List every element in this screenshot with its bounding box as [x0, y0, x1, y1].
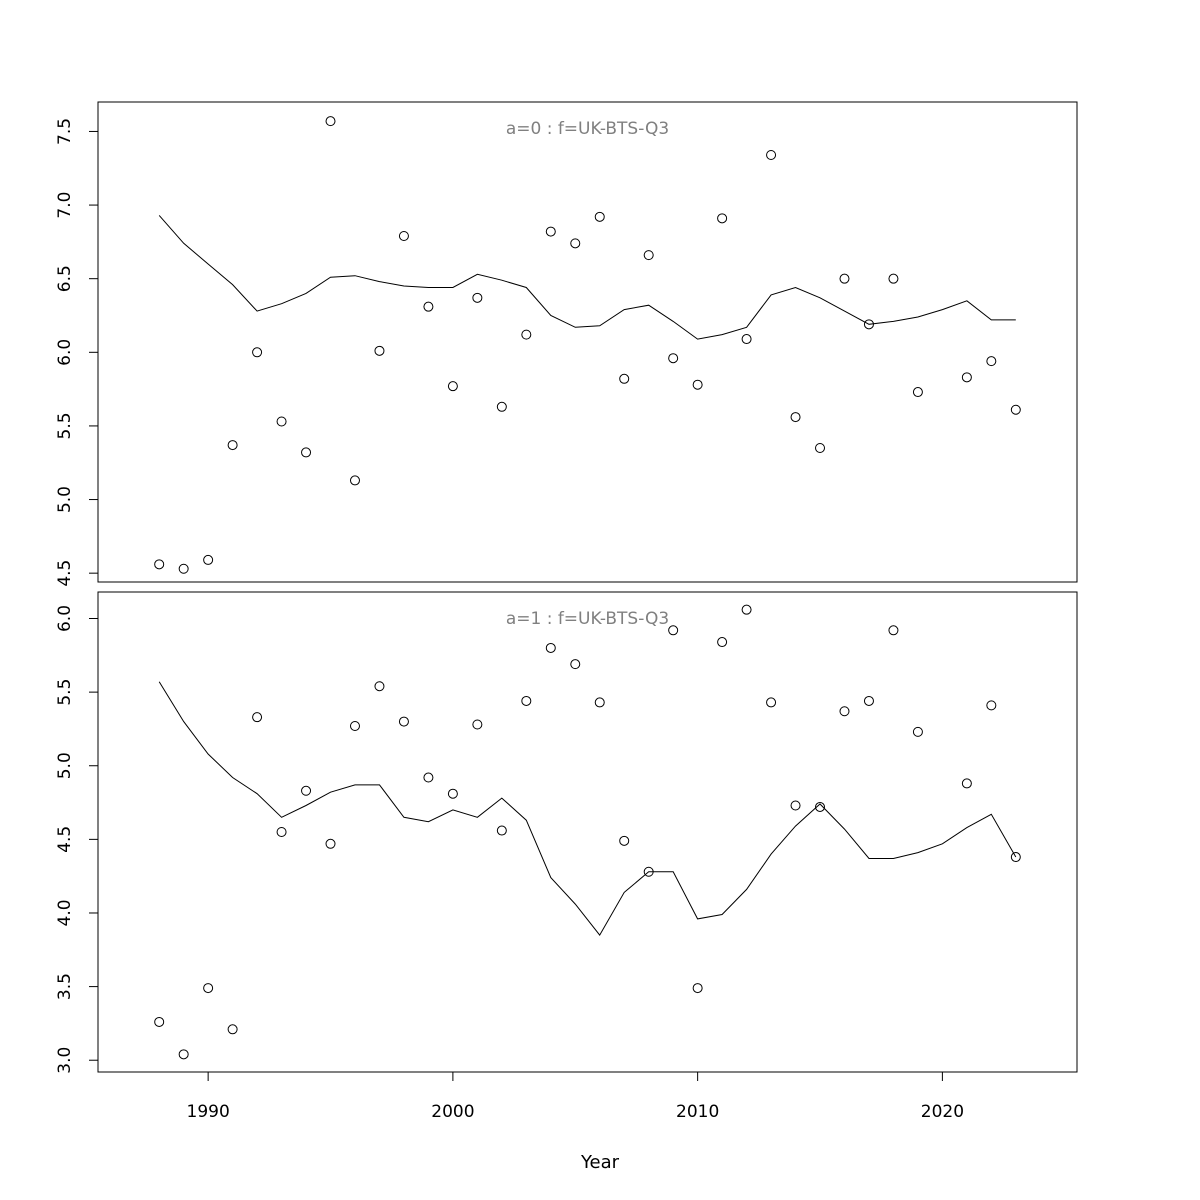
observed-point	[692, 983, 703, 994]
y-tick-label: 4.5	[55, 826, 75, 853]
x-axis-title: Year	[580, 1152, 620, 1173]
fitted-line	[158, 681, 1017, 936]
observed-point	[986, 356, 997, 367]
panel-frame	[97, 101, 1078, 583]
observed-point	[203, 554, 214, 565]
observed-point	[349, 720, 360, 731]
y-tick-label: 5.5	[55, 679, 75, 706]
observed-point	[570, 238, 581, 249]
observed-point	[398, 230, 409, 241]
observed-point	[545, 226, 556, 237]
observed-point	[203, 983, 214, 994]
observed-point	[717, 213, 728, 224]
observed-point	[741, 604, 752, 615]
observed-point	[325, 116, 336, 127]
observed-point	[227, 1024, 238, 1035]
observed-point	[961, 778, 972, 789]
y-tick-label: 6.5	[55, 265, 75, 292]
observed-point	[619, 373, 630, 384]
observed-point	[447, 381, 458, 392]
observed-point	[154, 559, 165, 570]
observed-point	[863, 695, 874, 706]
panel-1: a=1 : f=UK-BTS-Q3 3.0 3.5 4.0 4.5 5.0 5.5 6.0	[55, 591, 1078, 1074]
observed-point	[374, 681, 385, 692]
observed-point	[668, 625, 679, 636]
x-axis: 1990 2000 2010 2020	[187, 1071, 964, 1122]
observed-point	[986, 700, 997, 711]
observed-point	[349, 475, 360, 486]
observed-point	[301, 447, 312, 458]
y-tick-label: 7.0	[55, 192, 75, 219]
panel-title: a=0 : f=UK-BTS-Q3	[506, 119, 669, 139]
observed-point	[692, 379, 703, 390]
observed-point	[912, 387, 923, 398]
panel-frame	[97, 591, 1078, 1073]
observed-point	[961, 372, 972, 383]
chart-panels: a=0 : f=UK-BTS-Q34.55.05.56.06.57.07.5a=…	[55, 101, 1078, 1074]
panel-0: a=0 : f=UK-BTS-Q3 4.5 5.0 5.5 6.0 6.5 7.0 7.5	[55, 101, 1078, 587]
observed-point	[570, 659, 581, 670]
observed-point	[1010, 404, 1021, 415]
y-tick-label: 3.0	[55, 1047, 75, 1074]
observed-point	[888, 273, 899, 284]
observed-point	[301, 785, 312, 796]
observed-point	[888, 625, 899, 636]
observed-point	[154, 1016, 165, 1027]
x-tick-label: 2020	[921, 1102, 964, 1122]
x-tick-label: 1990	[187, 1102, 230, 1122]
y-tick-label: 4.5	[55, 560, 75, 587]
x-tick-label: 2000	[431, 1102, 474, 1122]
y-tick-label: 5.5	[55, 412, 75, 439]
observed-point	[447, 788, 458, 799]
observed-point	[766, 697, 777, 708]
observed-point	[423, 301, 434, 312]
fitted-line	[158, 215, 1016, 340]
observed-point	[545, 642, 556, 653]
observed-point	[912, 726, 923, 737]
observed-point	[496, 401, 507, 412]
y-tick-label: 6.0	[55, 339, 75, 366]
observed-point	[839, 273, 850, 284]
observed-point	[521, 695, 532, 706]
observed-point	[790, 800, 801, 811]
observed-point	[252, 712, 263, 723]
y-tick-label: 5.0	[55, 486, 75, 513]
observed-point	[594, 697, 605, 708]
observed-point	[643, 250, 654, 261]
observed-point	[423, 772, 434, 783]
observed-point	[398, 716, 409, 727]
observed-point	[178, 1049, 189, 1060]
observed-point	[276, 827, 287, 837]
observed-point	[472, 292, 483, 303]
observed-point	[717, 637, 728, 648]
observed-point	[521, 329, 532, 340]
observed-point	[227, 440, 238, 451]
observed-point	[741, 334, 752, 345]
observed-point	[374, 345, 385, 356]
observed-point	[815, 443, 826, 454]
observed-point	[766, 150, 777, 161]
observed-point	[252, 347, 263, 358]
x-tick-label: 2010	[676, 1102, 719, 1122]
panel-title: a=1 : f=UK-BTS-Q3	[506, 609, 669, 629]
y-tick-label: 5.0	[55, 752, 75, 779]
y-tick-label: 7.5	[55, 118, 75, 145]
observed-point	[325, 838, 336, 849]
observed-point	[276, 416, 287, 427]
observed-point	[496, 825, 507, 836]
observed-point	[472, 719, 483, 730]
observed-point	[815, 801, 826, 812]
y-tick-label: 3.5	[55, 973, 75, 1000]
observed-point	[839, 706, 850, 717]
observed-point	[863, 319, 874, 330]
observed-point	[178, 563, 189, 574]
y-tick-label: 6.0	[55, 605, 75, 632]
observed-point	[668, 353, 679, 364]
observed-point	[619, 835, 630, 846]
observed-point	[594, 211, 605, 222]
observed-point	[1010, 852, 1021, 863]
y-tick-label: 4.0	[55, 899, 75, 926]
observed-point	[790, 412, 801, 423]
